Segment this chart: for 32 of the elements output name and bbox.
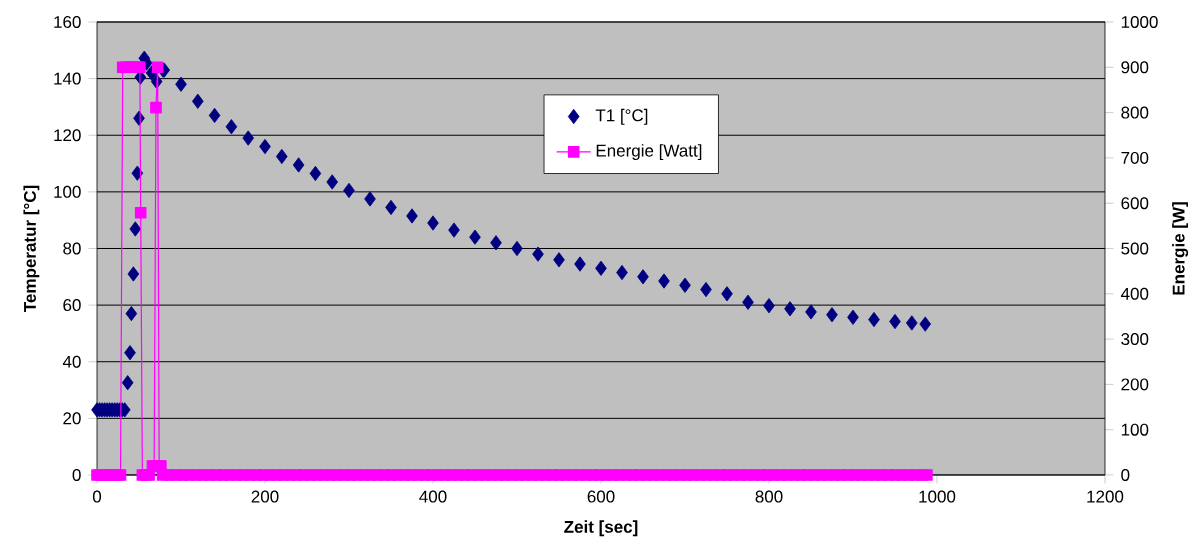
x-tick-label: 200 — [251, 490, 279, 503]
y-tick-label: 100 — [54, 185, 81, 198]
y2-tick-label: 700 — [1121, 151, 1149, 164]
y2-tick-label: 400 — [1120, 287, 1149, 300]
x-tick-label: 800 — [755, 490, 783, 503]
y2-axis-title: Energie [W] — [1172, 202, 1189, 295]
y-axis-title: Temperatur [°C] — [23, 185, 40, 312]
x-axis-title: Zeit [sec] — [564, 520, 638, 537]
x-tick-label: 1000 — [919, 490, 956, 503]
x-tick-label: 0 — [92, 490, 102, 503]
y-tick-label: 120 — [54, 129, 81, 142]
y2-tick-label: 0 — [1121, 468, 1130, 481]
y-tick-label: 80 — [63, 242, 81, 255]
y2-tick-label: 500 — [1121, 242, 1149, 255]
y2-tick-label: 1000 — [1121, 15, 1158, 28]
y-tick-label: 60 — [63, 299, 81, 312]
y2-tick-label: 300 — [1121, 333, 1149, 346]
y2-tick-label: 600 — [1121, 197, 1149, 210]
legend-label: T1 [°C] — [595, 108, 648, 125]
y2-tick-label: 900 — [1121, 61, 1149, 74]
y-tick-label: 0 — [72, 468, 81, 481]
x-tick-label: 1200 — [1087, 490, 1124, 503]
y2-tick-label: 800 — [1121, 106, 1149, 119]
legend-label: Energie [Watt] — [596, 144, 702, 161]
y2-tick-label: 200 — [1121, 378, 1149, 391]
y-tick-label: 40 — [62, 355, 81, 368]
x-tick-label: 600 — [587, 490, 615, 503]
y-tick-label: 160 — [54, 15, 81, 28]
y-tick-label: 140 — [54, 72, 81, 85]
y-tick-label: 20 — [63, 412, 81, 425]
y2-tick-label: 100 — [1121, 423, 1149, 436]
x-tick-label: 400 — [419, 490, 447, 503]
